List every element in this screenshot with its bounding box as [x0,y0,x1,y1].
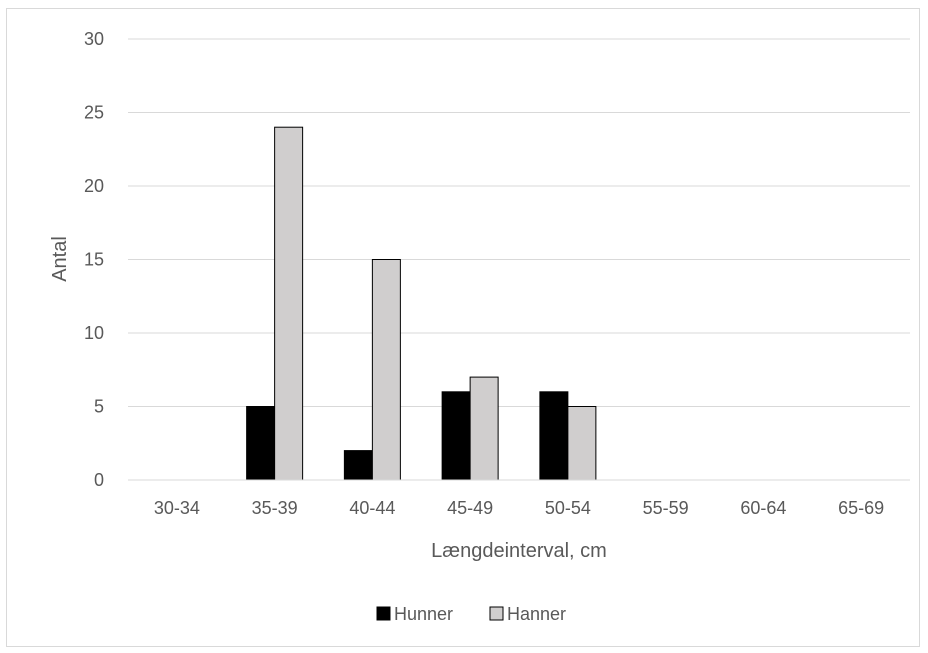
legend-swatch-hunner [376,606,391,621]
x-tick-label: 55-59 [643,498,689,518]
bars [246,126,597,481]
y-tick-label: 10 [84,323,104,343]
bar-hanner-50-54 [567,406,597,481]
x-tick-label: 65-69 [838,498,884,518]
legend-swatch-hanner [489,606,504,621]
bar-hanner-45-49 [469,376,499,481]
x-tick-labels: 30-34 35-39 40-44 45-49 50-54 55-59 60-64 65-69 [154,498,884,518]
legend-label-hanner: Hanner [507,604,566,624]
y-axis-title: Antal [49,236,71,282]
y-tick-label: 30 [84,29,104,49]
x-tick-label: 30-34 [154,498,200,518]
bar-hanner-40-44 [371,259,401,481]
x-tick-label: 60-64 [740,498,786,518]
bar-hunner-45-49 [441,391,471,481]
x-axis-title: Længdeinterval, cm [431,540,607,562]
y-tick-label: 25 [84,103,104,123]
gridlines [128,38,910,407]
bar-hunner-35-39 [246,406,276,481]
y-tick-label: 15 [84,250,104,270]
y-tick-labels: 0 5 10 15 20 25 30 [84,29,104,490]
bar-hunner-40-44 [343,450,373,481]
x-tick-label: 50-54 [545,498,591,518]
y-tick-label: 0 [94,470,104,490]
bar-hunner-50-54 [539,391,569,481]
x-tick-label: 40-44 [349,498,395,518]
x-tick-label: 45-49 [447,498,493,518]
x-tick-label: 35-39 [252,498,298,518]
y-tick-label: 20 [84,176,104,196]
chart-frame [6,8,920,647]
y-tick-label: 5 [94,397,104,417]
bar-hanner-35-39 [274,126,304,481]
legend-label-hunner: Hunner [394,604,453,624]
legend: Hunner Hanner [376,604,566,624]
